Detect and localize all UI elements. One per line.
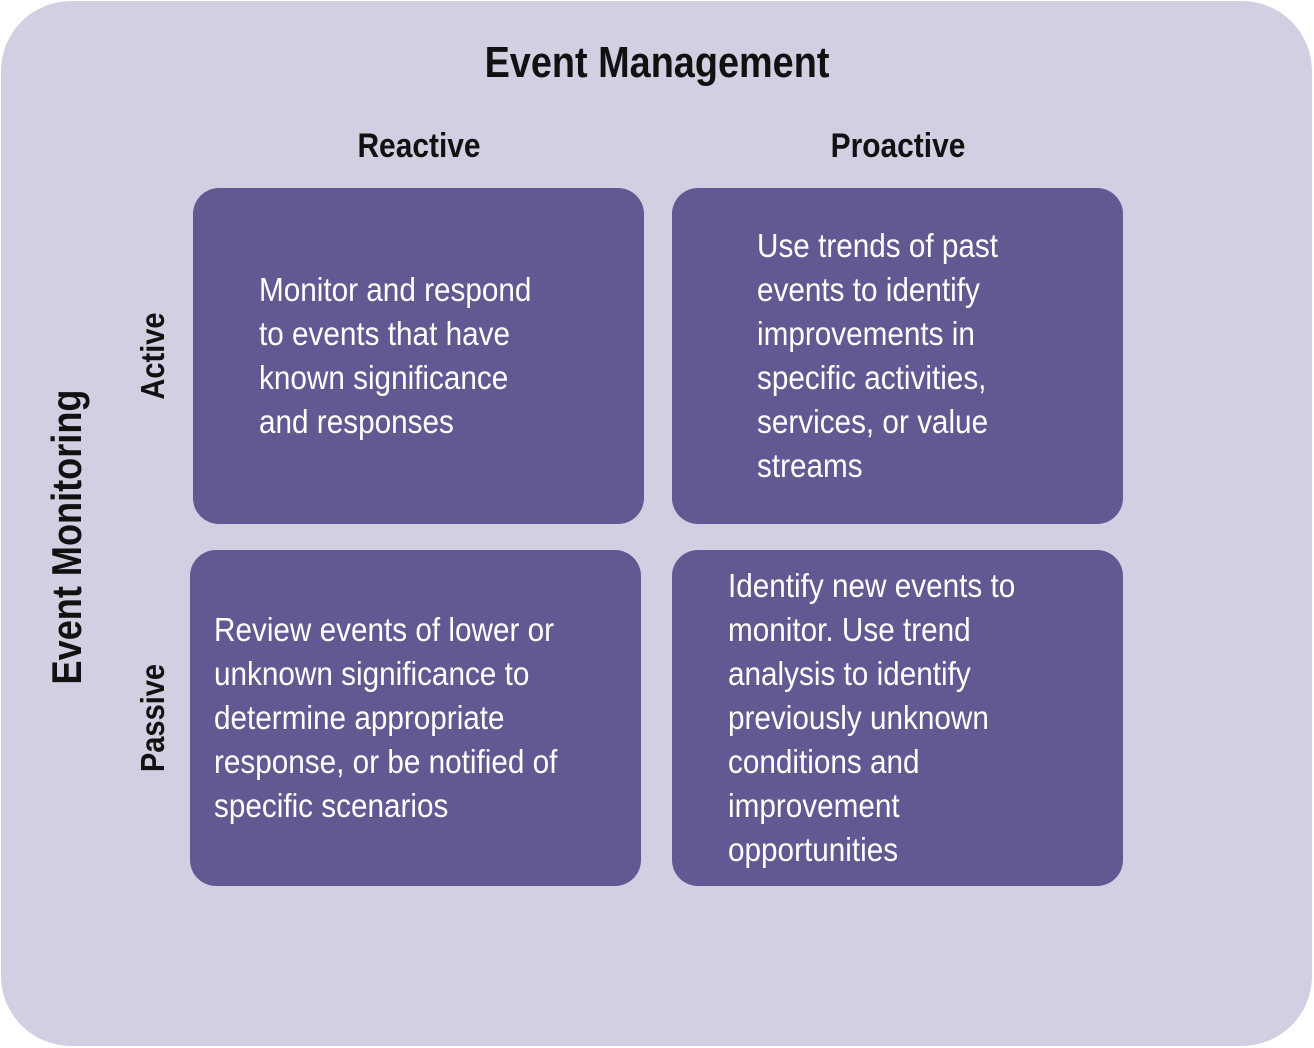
row-label-active: Active: [134, 312, 171, 400]
cell-passive-proactive-text: Identify new events to monitor. Use tren…: [728, 567, 1016, 868]
diagram-title: Event Management: [484, 38, 830, 87]
cell-active-proactive: Use trends of past events to identify im…: [672, 188, 1123, 524]
row-label-passive: Passive: [134, 663, 171, 773]
row-axis-title: Event Monitoring: [43, 389, 90, 685]
cell-passive-reactive-text: Review events of lower or unknown signif…: [214, 611, 558, 824]
column-label-reactive: Reactive: [357, 127, 481, 165]
column-label-proactive: Proactive: [830, 127, 966, 165]
cell-passive-reactive: Review events of lower or unknown signif…: [190, 550, 641, 886]
cell-active-reactive-text: Monitor and respond to events that have …: [259, 271, 532, 440]
cell-active-proactive-text: Use trends of past events to identify im…: [757, 227, 999, 484]
cell-active-reactive: Monitor and respond to events that have …: [193, 188, 644, 524]
cell-passive-proactive: Identify new events to monitor. Use tren…: [672, 550, 1123, 886]
